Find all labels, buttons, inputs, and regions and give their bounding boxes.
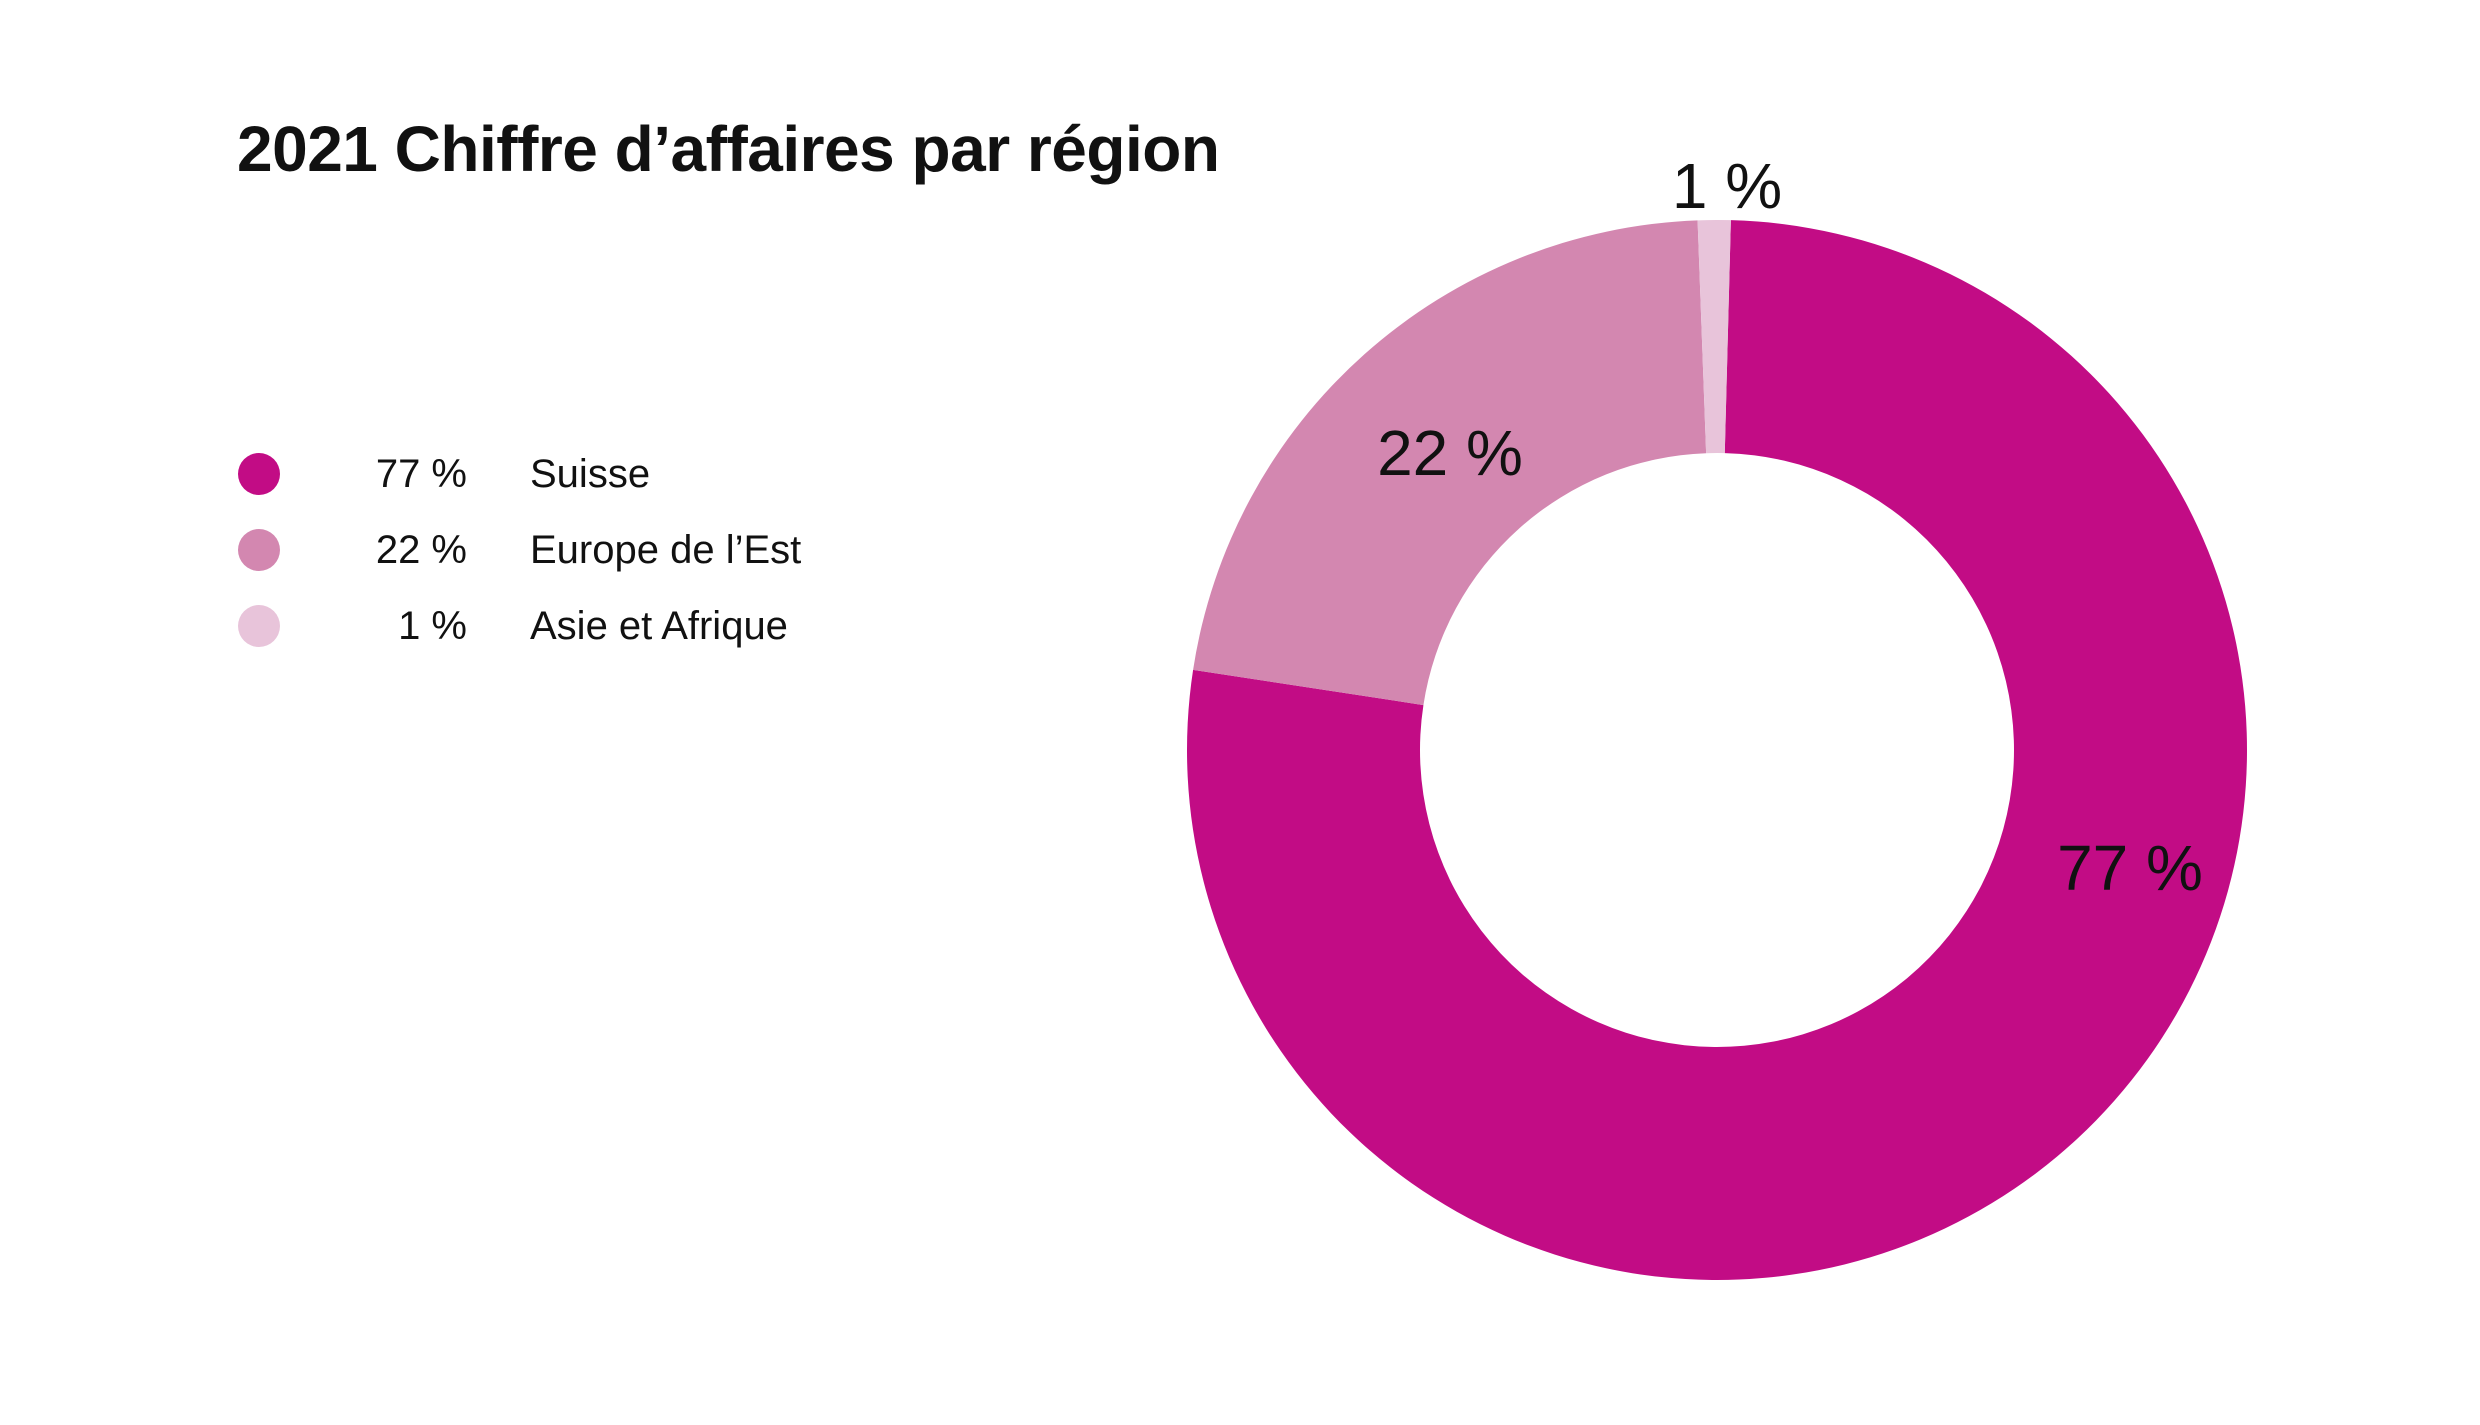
slice-asie-et-afrique [1697, 220, 1731, 454]
legend-value-suisse: 77 % [375, 451, 467, 496]
legend-label-europe-de-l-est: Europe de l’Est [530, 527, 802, 572]
legend-label-suisse: Suisse [530, 451, 651, 496]
legend-swatch-suisse [238, 453, 280, 495]
legend-swatch-europe-de-l-est [238, 529, 280, 571]
legend-label-asie-et-afrique: Asie et Afrique [530, 603, 788, 648]
slice-europe-de-l-est [1193, 220, 1707, 706]
slice-suisse [1187, 220, 2248, 1280]
legend-value-europe-de-l-est: 22 % [375, 527, 467, 572]
legend-value-asie-et-afrique: 1 % [398, 603, 467, 648]
slice-label-suisse: 77 % [2057, 832, 2203, 904]
legend: 77 % Suisse 22 % Europe de l’Est 1 % Asi… [238, 436, 801, 664]
slice-label-asie-et-afrique: 1 % [1672, 150, 1782, 222]
slice-label-europe-de-l-est: 22 % [1377, 417, 1523, 489]
legend-item-europe-de-l-est: 22 % Europe de l’Est [238, 512, 801, 588]
legend-item-suisse: 77 % Suisse [238, 436, 801, 512]
legend-swatch-asie-et-afrique [238, 605, 280, 647]
legend-item-asie-et-afrique: 1 % Asie et Afrique [238, 588, 801, 664]
chart-title: 2021 Chiffre d’affaires par région [237, 113, 1220, 185]
